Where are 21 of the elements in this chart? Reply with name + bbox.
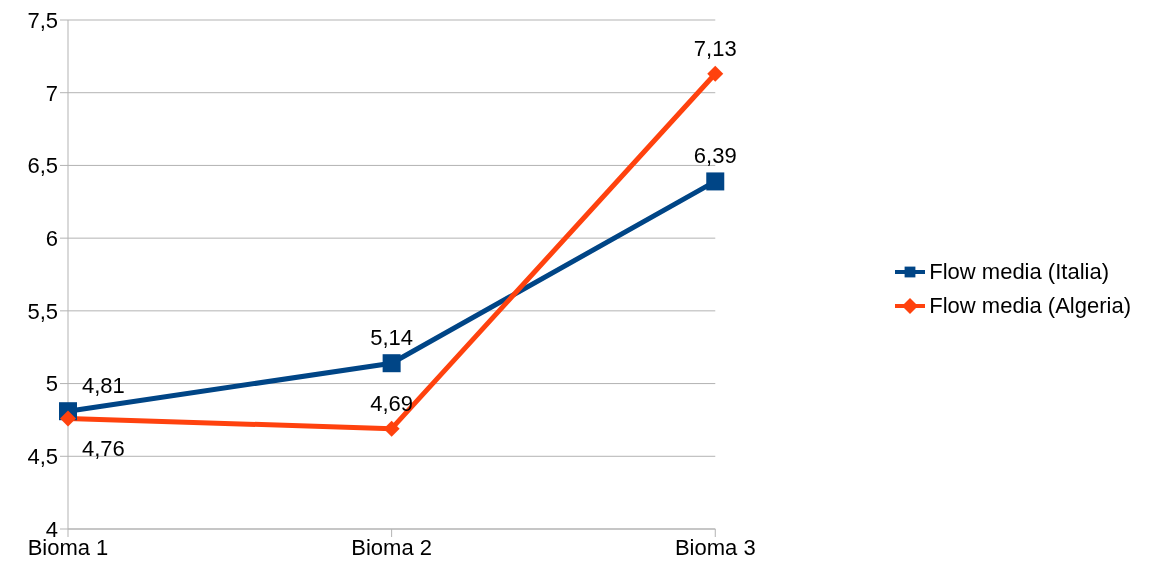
- point: [60, 410, 76, 427]
- y-tick-label: 5,5: [27, 298, 58, 324]
- data-label: 6,39: [693, 143, 737, 169]
- y-tick-label: 5: [45, 371, 58, 397]
- point: [707, 65, 724, 82]
- data-label: 7,13: [693, 35, 737, 61]
- point: [382, 354, 401, 373]
- y-tick-label: 7: [45, 80, 58, 106]
- y-tick-label: 6: [45, 225, 58, 251]
- legend-label: Flow media (Italia): [929, 257, 1109, 286]
- data-label: 5,14: [370, 325, 414, 351]
- x-tick-label: Bioma 3: [674, 534, 756, 560]
- data-label: 4,76: [82, 436, 125, 462]
- y-tick-label: 7,5: [27, 7, 58, 33]
- y-tick-label: 6,5: [27, 153, 58, 179]
- x-tick-label: Bioma 2: [351, 534, 432, 560]
- data-label: 4,69: [370, 390, 414, 416]
- data-label: 4,81: [82, 373, 125, 399]
- point: [706, 172, 725, 191]
- y-tick-label: 4,5: [27, 444, 58, 470]
- legend-label: Flow media (Algeria): [929, 291, 1131, 320]
